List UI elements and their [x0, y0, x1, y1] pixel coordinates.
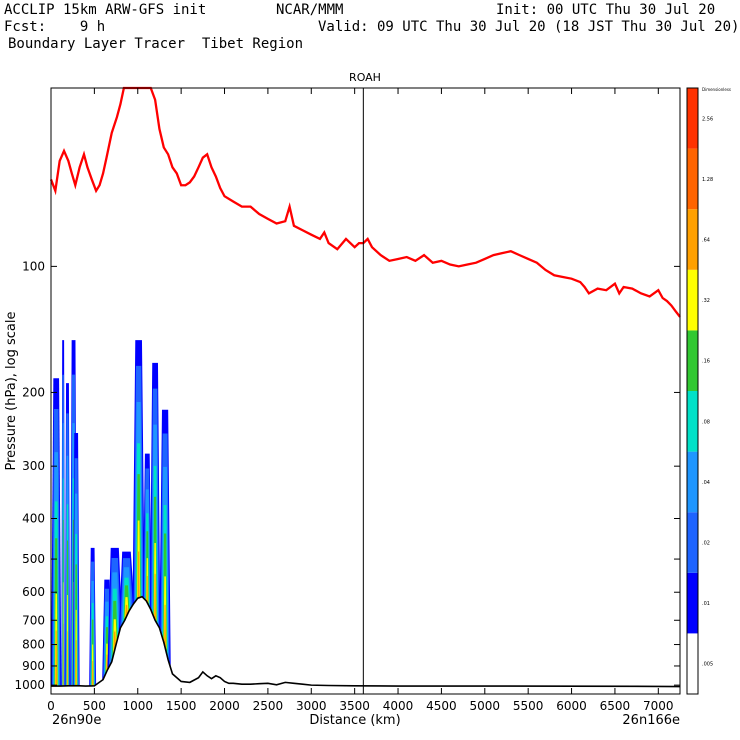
y-tick-label: 800	[22, 638, 45, 652]
terrain-line	[51, 595, 681, 688]
x-tick-label: 2000	[209, 699, 240, 713]
x-tick-label: 1500	[166, 699, 197, 713]
colorbar-swatch	[687, 633, 698, 694]
tracer-contour-6-6	[106, 654, 108, 673]
y-axis-label: Pressure (hPa), log scale	[4, 312, 19, 471]
colorbar-unit-label: Dimensionless	[702, 87, 731, 92]
x-tick-label: 5000	[470, 699, 501, 713]
colorbar-label: .01	[702, 601, 710, 607]
x-tick-label: 4000	[383, 699, 414, 713]
x-end-label: 26n166e	[622, 713, 680, 728]
colorbar-label: 2.56	[702, 116, 713, 122]
colorbar-label: .08	[702, 419, 710, 425]
x-tick-label: 3000	[296, 699, 327, 713]
x-tick-label: 3500	[339, 699, 370, 713]
colorbar-swatch	[687, 512, 698, 573]
y-tick-label: 200	[22, 385, 45, 399]
colorbar-label: .64	[702, 238, 710, 244]
header-forecast-hour: Fcst: 9 h	[4, 19, 106, 35]
tracer-contour-8-6	[125, 604, 128, 620]
colorbar-swatch	[687, 88, 698, 149]
x-tick-label: 6500	[600, 699, 631, 713]
tracer-fill-layer	[51, 340, 171, 687]
colorbar-swatch	[687, 572, 698, 634]
colorbar-label: .32	[702, 298, 710, 304]
x-axis-label: Distance (km)	[309, 713, 400, 728]
y-tick-label: 400	[22, 511, 45, 525]
tracer-contour-2-6	[67, 631, 68, 686]
y-tick-label: 900	[22, 659, 45, 673]
x-tick-label: 4500	[426, 699, 457, 713]
x-tick-label: 500	[83, 699, 106, 713]
header-valid-time: Valid: 09 UTC Thu 30 Jul 20 (18 JST Thu …	[318, 19, 740, 35]
x-tick-label: 2500	[253, 699, 284, 713]
colorbar-swatch	[687, 209, 698, 270]
y-tick-label: 600	[22, 585, 45, 599]
tracer-contour-12-6	[164, 604, 166, 652]
colorbar-swatch	[687, 148, 698, 210]
axis-layer: 0 500 1000 1500 2000 2500 3000 3500 4000 4500 5000…	[14, 88, 680, 713]
y-tick-label: 100	[22, 259, 45, 273]
colorbar-label: .02	[702, 541, 710, 547]
plot-frame	[50, 87, 681, 695]
tracer-contour-1-6	[62, 623, 64, 686]
header-init-time: Init: 00 UTC Thu 30 Jul 20	[496, 2, 716, 18]
chart-title: ROAH	[349, 71, 381, 84]
colorbar-swatch	[687, 391, 698, 452]
header-org-label: NCAR/MMM	[276, 2, 344, 18]
colorbar: .005 .01 .02 .04 .08 .16 .32 .64 1.28 2.56 Dimensi…	[686, 87, 731, 695]
x-tick-label: 6000	[556, 699, 587, 713]
colorbar-label: .005	[702, 662, 713, 668]
colorbar-swatch	[687, 330, 698, 391]
colorbar-frame	[686, 87, 699, 695]
x-tick-label: 7000	[643, 699, 674, 713]
tropopause-line	[49, 86, 681, 318]
tracer-contour-11-6	[154, 573, 156, 622]
tracer-contour-9-6	[137, 551, 140, 599]
x-tick-label: 5500	[513, 699, 544, 713]
tracer-contour-10-6	[146, 575, 148, 605]
line-layer	[49, 86, 681, 694]
x-tick-label: 1000	[122, 699, 153, 713]
tracer-contour-5-6	[92, 661, 94, 686]
tracer-contour-4-6	[75, 640, 77, 686]
y-tick-label: 500	[22, 552, 45, 566]
header-run-label: ACCLIP 15km ARW-GFS init	[4, 2, 207, 18]
header-field-description: Boundary Layer Tracer Tibet Region	[8, 36, 304, 52]
colorbar-label: .16	[702, 359, 710, 365]
y-tick-label: 1000	[14, 678, 45, 692]
x-tick-label: 0	[47, 699, 55, 713]
y-tick-label: 700	[22, 613, 45, 627]
y-tick-label: 300	[22, 459, 45, 473]
x-start-label: 26n90e	[52, 713, 101, 728]
colorbar-label: 1.28	[702, 177, 713, 183]
colorbar-swatch	[687, 269, 698, 331]
colorbar-swatch	[687, 451, 698, 513]
colorbar-label: .04	[702, 480, 710, 486]
